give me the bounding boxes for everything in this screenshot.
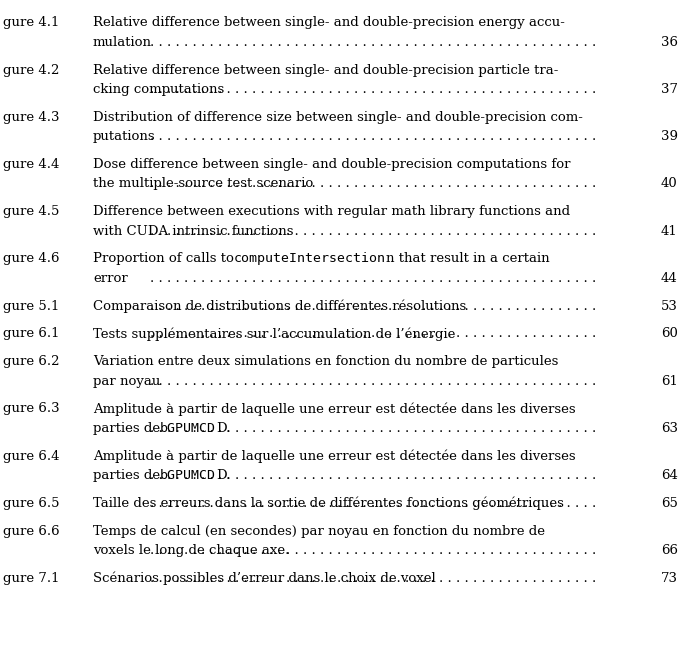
Text: . . . . . . . . . . . . . . . . . . . . . . . . . . . . . . . . . . . . . . . . : . . . . . . . . . . . . . . . . . . . . …	[150, 272, 596, 285]
Text: gure 4.3: gure 4.3	[3, 111, 60, 124]
Text: Relative difference between single- and double-precision particle tra-: Relative difference between single- and …	[93, 64, 558, 77]
Text: gure 7.1: gure 7.1	[3, 572, 60, 585]
Text: gure 6.5: gure 6.5	[3, 497, 60, 510]
Text: the multiple-source test scenario: the multiple-source test scenario	[93, 178, 313, 191]
Text: gure 6.1: gure 6.1	[3, 328, 60, 341]
Text: . . . . . . . . . . . . . . . . . . . . . . . . . . . . . . . . . . . . . . . . : . . . . . . . . . . . . . . . . . . . . …	[150, 572, 596, 585]
Text: Difference between executions with regular math library functions and: Difference between executions with regul…	[93, 205, 570, 218]
Text: . . . . . . . . . . . . . . . . . . . . . . . . . . . . . . . . . . . . . . . . : . . . . . . . . . . . . . . . . . . . . …	[150, 422, 596, 435]
Text: Scénarios possibles d’erreur dans le choix de voxel: Scénarios possibles d’erreur dans le cho…	[93, 572, 436, 586]
Text: voxels le long de chaque axe.: voxels le long de chaque axe.	[93, 544, 289, 557]
Text: cking computations: cking computations	[93, 83, 224, 96]
Text: Dose difference between single- and double-precision computations for: Dose difference between single- and doub…	[93, 158, 570, 171]
Text: Amplitude à partir de laquelle une erreur est détectée dans les diverses: Amplitude à partir de laquelle une erreu…	[93, 450, 575, 463]
Text: gure 4.1: gure 4.1	[3, 16, 60, 29]
Text: D.: D.	[216, 422, 230, 435]
Text: Variation entre deux simulations en fonction du nombre de particules: Variation entre deux simulations en fonc…	[93, 355, 558, 368]
Text: Relative difference between single- and double-precision energy accu-: Relative difference between single- and …	[93, 16, 565, 29]
Text: bGPUMCD: bGPUMCD	[160, 469, 216, 482]
Text: 66: 66	[660, 544, 678, 557]
Text: . . . . . . . . . . . . . . . . . . . . . . . . . . . . . . . . . . . . . . . . : . . . . . . . . . . . . . . . . . . . . …	[150, 469, 596, 482]
Text: 63: 63	[660, 422, 678, 435]
Text: . . . . . . . . . . . . . . . . . . . . . . . . . . . . . . . . . . . . . . . . : . . . . . . . . . . . . . . . . . . . . …	[150, 225, 596, 238]
Text: . . . . . . . . . . . . . . . . . . . . . . . . . . . . . . . . . . . . . . . . : . . . . . . . . . . . . . . . . . . . . …	[150, 130, 596, 143]
Text: gure 6.3: gure 6.3	[3, 402, 60, 415]
Text: 40: 40	[661, 178, 678, 191]
Text: Tests supplémentaires sur l’accumulation de l’énergie: Tests supplémentaires sur l’accumulation…	[93, 328, 455, 341]
Text: Temps de calcul (en secondes) par noyau en fonction du nombre de: Temps de calcul (en secondes) par noyau …	[93, 525, 545, 538]
Text: 36: 36	[660, 36, 678, 49]
Text: gure 4.5: gure 4.5	[3, 205, 60, 218]
Text: n that result in a certain: n that result in a certain	[386, 252, 550, 265]
Text: 44: 44	[661, 272, 678, 285]
Text: bGPUMCD: bGPUMCD	[160, 422, 216, 435]
Text: gure 4.2: gure 4.2	[3, 64, 60, 77]
Text: gure 6.2: gure 6.2	[3, 355, 60, 368]
Text: gure 6.6: gure 6.6	[3, 525, 60, 538]
Text: 53: 53	[660, 300, 678, 312]
Text: . . . . . . . . . . . . . . . . . . . . . . . . . . . . . . . . . . . . . . . . : . . . . . . . . . . . . . . . . . . . . …	[150, 497, 596, 510]
Text: Proportion of calls to: Proportion of calls to	[93, 252, 234, 265]
Text: 39: 39	[660, 130, 678, 143]
Text: gure 5.1: gure 5.1	[3, 300, 60, 312]
Text: parties de: parties de	[93, 469, 160, 482]
Text: putations: putations	[93, 130, 155, 143]
Text: Comparaison de distributions de différentes résolutions: Comparaison de distributions de différen…	[93, 300, 466, 313]
Text: 64: 64	[660, 469, 678, 482]
Text: mulation: mulation	[93, 36, 152, 49]
Text: 41: 41	[661, 225, 678, 238]
Text: gure 4.4: gure 4.4	[3, 158, 60, 171]
Text: error: error	[93, 272, 128, 285]
Text: Distribution of difference size between single- and double-precision com-: Distribution of difference size between …	[93, 111, 583, 124]
Text: gure 4.6: gure 4.6	[3, 252, 60, 265]
Text: par noyau: par noyau	[93, 375, 160, 388]
Text: . . . . . . . . . . . . . . . . . . . . . . . . . . . . . . . . . . . . . . . . : . . . . . . . . . . . . . . . . . . . . …	[150, 328, 596, 341]
Text: Amplitude à partir de laquelle une erreur est détectée dans les diverses: Amplitude à partir de laquelle une erreu…	[93, 402, 575, 416]
Text: gure 6.4: gure 6.4	[3, 450, 60, 462]
Text: Taille des erreurs dans la sortie de différentes fonctions géométriques: Taille des erreurs dans la sortie de dif…	[93, 497, 563, 510]
Text: . . . . . . . . . . . . . . . . . . . . . . . . . . . . . . . . . . . . . . . . : . . . . . . . . . . . . . . . . . . . . …	[150, 544, 596, 557]
Text: with CUDA intrinsic functions: with CUDA intrinsic functions	[93, 225, 293, 238]
Text: . . . . . . . . . . . . . . . . . . . . . . . . . . . . . . . . . . . . . . . . : . . . . . . . . . . . . . . . . . . . . …	[150, 83, 596, 96]
Text: . . . . . . . . . . . . . . . . . . . . . . . . . . . . . . . . . . . . . . . . : . . . . . . . . . . . . . . . . . . . . …	[150, 178, 596, 191]
Text: 37: 37	[660, 83, 678, 96]
Text: 65: 65	[660, 497, 678, 510]
Text: D.: D.	[216, 469, 230, 482]
Text: . . . . . . . . . . . . . . . . . . . . . . . . . . . . . . . . . . . . . . . . : . . . . . . . . . . . . . . . . . . . . …	[150, 300, 596, 312]
Text: . . . . . . . . . . . . . . . . . . . . . . . . . . . . . . . . . . . . . . . . : . . . . . . . . . . . . . . . . . . . . …	[150, 36, 596, 49]
Text: 61: 61	[660, 375, 678, 388]
Text: 73: 73	[660, 572, 678, 585]
Text: 60: 60	[660, 328, 678, 341]
Text: computeIntersection: computeIntersection	[234, 252, 386, 265]
Text: parties de: parties de	[93, 422, 160, 435]
Text: . . . . . . . . . . . . . . . . . . . . . . . . . . . . . . . . . . . . . . . . : . . . . . . . . . . . . . . . . . . . . …	[150, 375, 596, 388]
